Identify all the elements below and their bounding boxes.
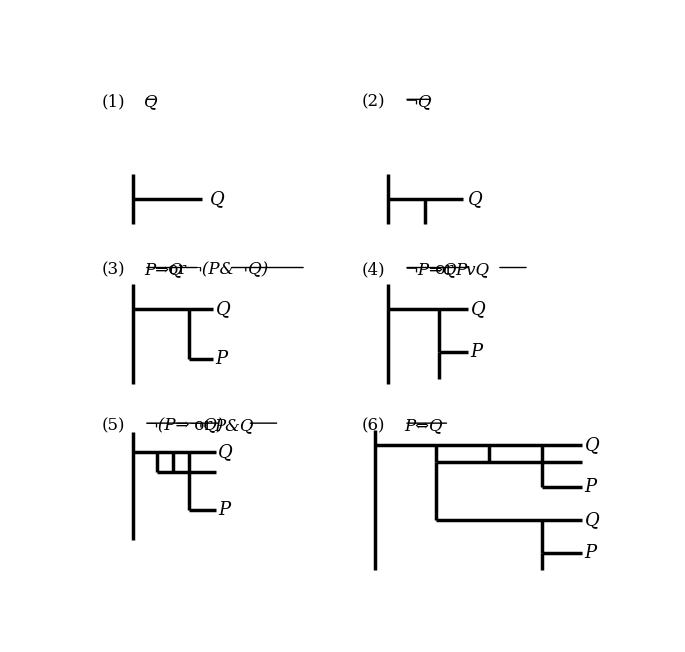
Text: P⇒Q: P⇒Q [144, 261, 183, 278]
Text: P: P [585, 544, 597, 561]
Text: Q: Q [210, 190, 225, 208]
Text: PvQ: PvQ [455, 261, 489, 278]
Text: ¬Q: ¬Q [404, 93, 432, 110]
Text: (4): (4) [362, 261, 385, 278]
Text: P: P [471, 343, 483, 361]
Text: or: or [429, 261, 458, 278]
Text: Q: Q [471, 300, 485, 318]
Text: P: P [219, 501, 230, 519]
Text: (5): (5) [101, 417, 125, 434]
Text: (2): (2) [362, 93, 385, 110]
Text: or: or [163, 261, 192, 278]
Text: Q: Q [468, 190, 483, 208]
Text: ¬(P&¬Q): ¬(P&¬Q) [188, 261, 269, 278]
Text: Q: Q [585, 436, 599, 454]
Text: (6): (6) [362, 417, 385, 434]
Text: Q: Q [144, 93, 158, 110]
Text: ¬(P⇒¬Q): ¬(P⇒¬Q) [144, 417, 223, 434]
Text: P: P [585, 479, 597, 496]
Text: (1): (1) [101, 93, 125, 110]
Text: P&Q: P&Q [214, 417, 253, 434]
Text: ¬P⇒Q: ¬P⇒Q [404, 261, 457, 278]
Text: Q: Q [219, 443, 233, 461]
Text: P: P [216, 350, 228, 368]
Text: Q: Q [585, 511, 599, 529]
Text: or: or [188, 417, 217, 434]
Text: P⇔Q: P⇔Q [404, 417, 443, 434]
Text: Q: Q [216, 300, 230, 318]
Text: (3): (3) [101, 261, 125, 278]
